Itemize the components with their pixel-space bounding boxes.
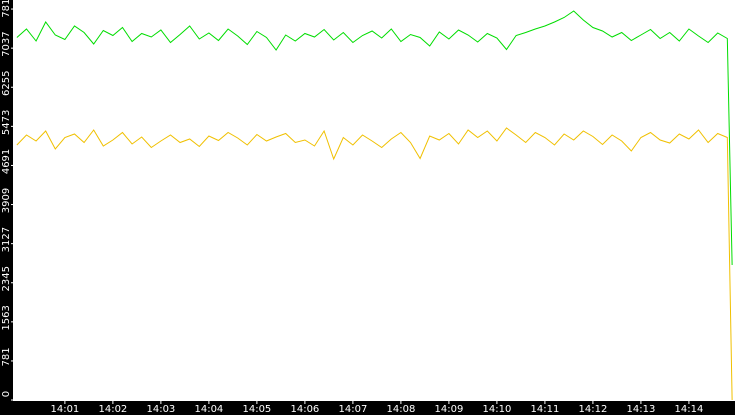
y-tick-label: 5473 xyxy=(1,110,12,135)
x-tick-label: 14:09 xyxy=(434,404,463,415)
x-tick-label: 14:13 xyxy=(627,404,656,415)
x-tick-label: 14:08 xyxy=(386,404,415,415)
x-tick-label: 14:03 xyxy=(146,404,175,415)
x-tick-label: 14:07 xyxy=(338,404,367,415)
x-tick-label: 14:02 xyxy=(98,404,127,415)
y-tick-label: 3909 xyxy=(1,188,12,213)
x-tick-label: 14:12 xyxy=(578,404,607,415)
y-axis-strip xyxy=(0,0,13,415)
x-tick-label: 14:11 xyxy=(530,404,559,415)
y-tick-label: 3127 xyxy=(1,227,12,252)
y-tick-label: 7037 xyxy=(1,31,12,56)
y-tick-label: 0 xyxy=(1,391,12,397)
y-tick-label: 4691 xyxy=(1,149,12,174)
x-tick-label: 14:01 xyxy=(50,404,79,415)
y-tick-label: 7819 xyxy=(1,0,12,18)
y-tick-label: 1563 xyxy=(1,305,12,330)
x-tick-label: 14:06 xyxy=(290,404,319,415)
x-tick-label: 14:14 xyxy=(675,404,704,415)
y-tick-label: 2345 xyxy=(1,266,12,291)
x-tick-label: 14:05 xyxy=(242,404,271,415)
x-tick-label: 14:04 xyxy=(194,404,223,415)
x-axis-strip xyxy=(0,401,735,415)
y-tick-label: 781 xyxy=(1,347,12,366)
series-line xyxy=(16,127,733,401)
y-tick-label: 6255 xyxy=(1,71,12,96)
x-tick-label: 14:10 xyxy=(482,404,511,415)
series-line xyxy=(16,10,733,266)
